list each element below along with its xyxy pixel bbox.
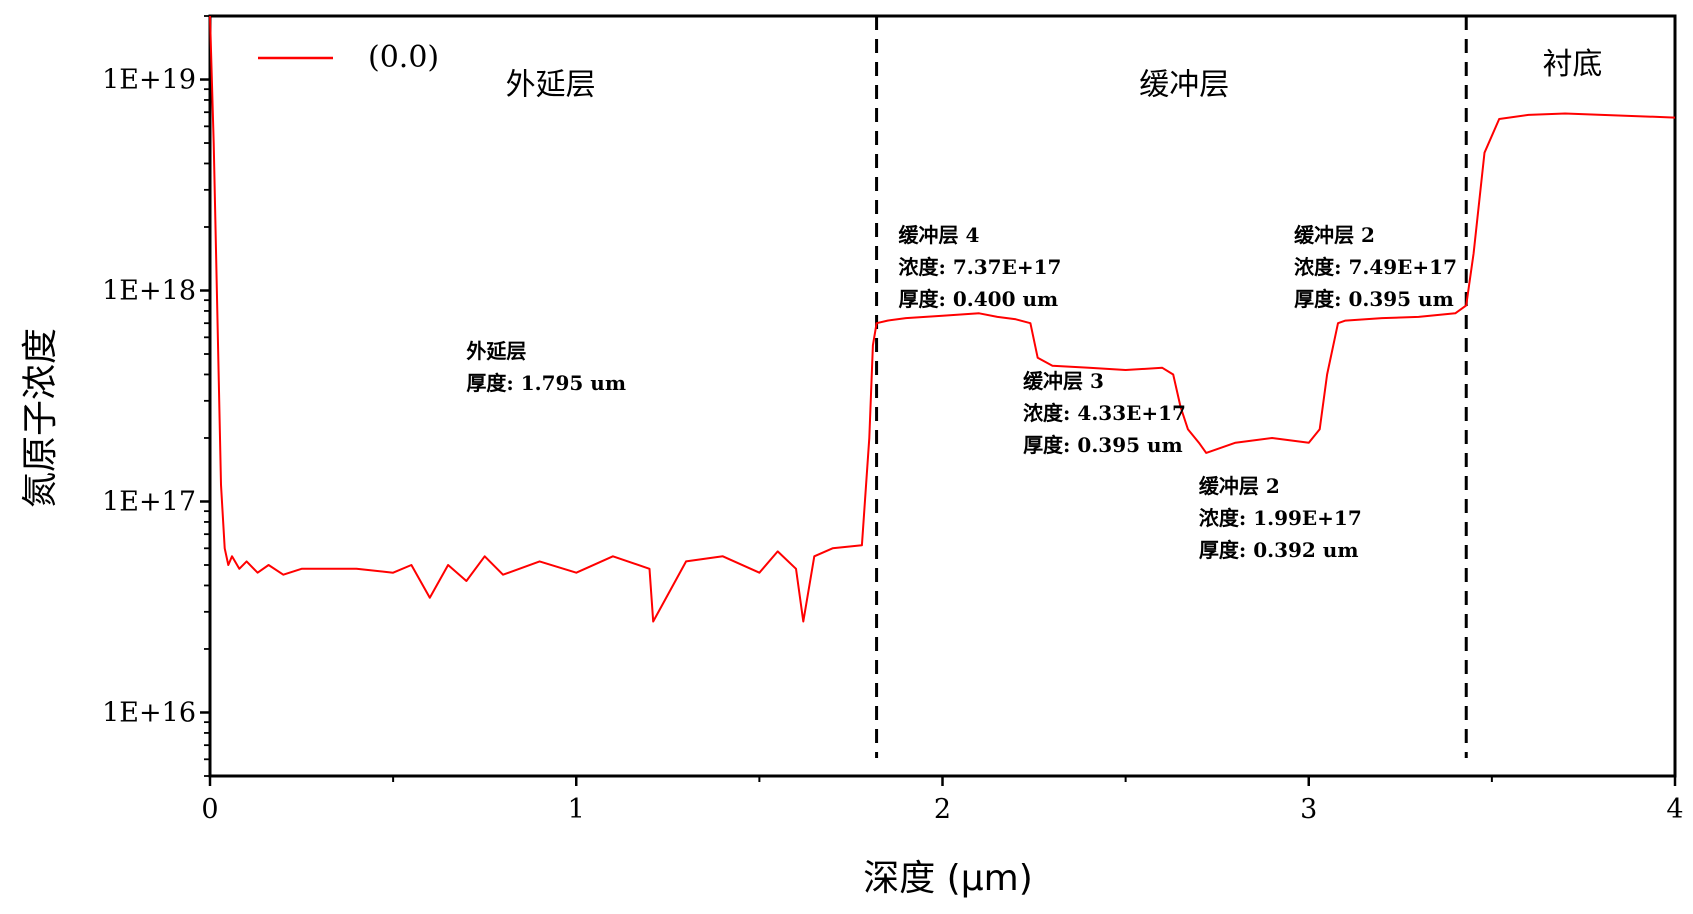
annotation-text: 厚度: 1.795 um <box>466 371 626 395</box>
annotation-text: 缓冲层 3 <box>1023 369 1104 393</box>
annotation-text: 浓度: 1.99E+17 <box>1199 506 1362 530</box>
annotation-text: 浓度: 7.37E+17 <box>899 255 1062 279</box>
y-tick-label: 1E+16 <box>102 697 196 728</box>
y-axis-title: 氮原子浓度 <box>20 328 61 508</box>
x-tick-label: 2 <box>934 794 951 825</box>
annotation-text: 厚度: 0.395 um <box>1023 433 1183 457</box>
annotation-text: 浓度: 4.33E+17 <box>1023 401 1186 425</box>
y-tick-label: 1E+17 <box>102 486 196 517</box>
region-label: 衬底 <box>1542 47 1602 82</box>
y-tick-label: 1E+18 <box>102 276 196 307</box>
y-tick-label: 1E+19 <box>102 65 196 96</box>
annotation-text: 缓冲层 4 <box>899 223 980 247</box>
plot-area: 0 1 2 3 4 1E+16 1E+17 1E+18 1E+19 (0.0) 外延层 缓冲层 衬底外延… <box>102 16 1683 825</box>
annotation-text: 缓冲层 2 <box>1294 223 1375 247</box>
annotation-text: 厚度: 0.395 um <box>1294 287 1454 311</box>
x-tick-label: 3 <box>1300 794 1317 825</box>
region-label: 外延层 <box>506 67 596 102</box>
series-line <box>210 16 1675 622</box>
annotation-text: 厚度: 0.400 um <box>899 287 1059 311</box>
annotation-text: 缓冲层 2 <box>1199 474 1280 498</box>
x-tick-label: 4 <box>1666 794 1683 825</box>
annotation-text: 外延层 <box>466 339 526 363</box>
x-tick-label: 0 <box>201 794 218 825</box>
annotation-text: 厚度: 0.392 um <box>1199 538 1359 562</box>
region-label: 缓冲层 <box>1139 67 1229 102</box>
x-tick-label: 1 <box>568 794 585 825</box>
plot-frame <box>210 16 1675 776</box>
x-axis-title: 深度 (μm) <box>863 858 1033 899</box>
legend-label: (0.0) <box>368 40 439 75</box>
annotation-text: 浓度: 7.49E+17 <box>1294 255 1457 279</box>
